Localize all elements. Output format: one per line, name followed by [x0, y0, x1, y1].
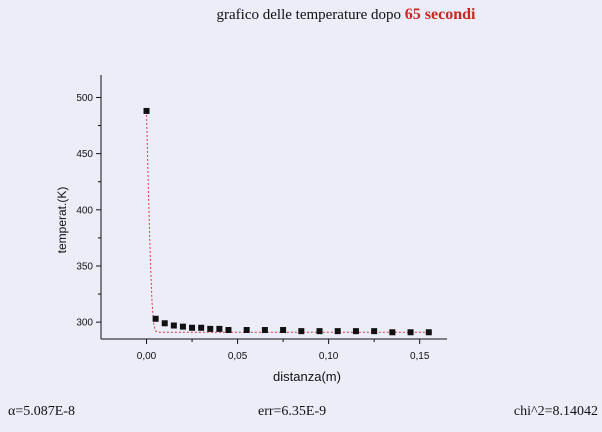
- data-points: [143, 107, 432, 336]
- y-tick-label: 400: [76, 205, 93, 216]
- data-point: [179, 323, 186, 330]
- data-point: [198, 324, 205, 331]
- title-prefix: grafico delle temperature dopo: [216, 7, 402, 23]
- chart-axes: [100, 75, 447, 340]
- data-point: [225, 327, 232, 334]
- x-tick-label: 0,10: [319, 351, 339, 362]
- chart-ticks: 0,00 0,05 0,10 0,15 300 350 400 450 500: [76, 93, 430, 362]
- data-point: [216, 325, 223, 332]
- y-axis-label: temperat.(K): [55, 187, 69, 254]
- data-point: [243, 327, 250, 334]
- data-point: [389, 329, 396, 336]
- data-point: [407, 329, 414, 336]
- y-tick-label: 450: [76, 149, 93, 160]
- data-point: [207, 325, 214, 332]
- fit-curve: [146, 110, 429, 333]
- y-tick-label: 350: [76, 261, 93, 272]
- x-tick-label: 0,00: [137, 351, 157, 362]
- y-tick-label: 300: [76, 318, 93, 329]
- x-axis-label: distanza(m): [273, 369, 341, 384]
- data-point: [316, 328, 323, 335]
- data-point: [334, 328, 341, 335]
- chart-title: grafico delle temperature dopo 65 second…: [0, 6, 602, 24]
- data-point: [261, 327, 268, 334]
- data-point: [280, 327, 287, 334]
- data-point: [170, 322, 177, 329]
- y-tick-label: 500: [76, 93, 93, 104]
- x-tick-label: 0,05: [228, 351, 248, 362]
- data-point: [371, 328, 378, 335]
- data-point: [161, 320, 168, 327]
- x-tick-label: 0,15: [410, 351, 430, 362]
- title-highlight: 65 secondi: [404, 6, 476, 23]
- alpha-value: α=5.087E-8: [8, 404, 75, 419]
- data-point: [152, 315, 159, 322]
- error-value: err=6.35E-9: [258, 404, 327, 419]
- data-point: [425, 329, 432, 336]
- data-point: [189, 324, 196, 331]
- data-point: [352, 328, 359, 335]
- data-point: [298, 328, 305, 335]
- chi-squared-value: chi^2=8.14042: [513, 404, 598, 419]
- data-point: [143, 107, 150, 114]
